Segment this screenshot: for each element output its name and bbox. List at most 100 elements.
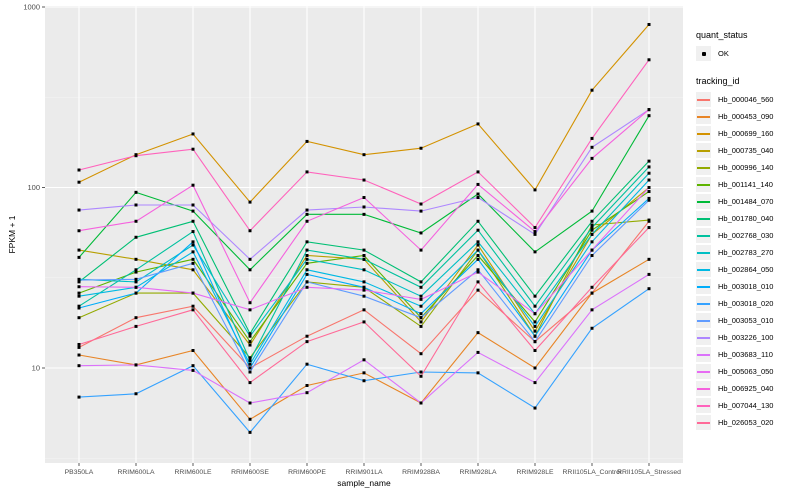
data-point	[77, 229, 81, 233]
legend-key-box	[696, 228, 711, 243]
data-point	[248, 430, 252, 434]
data-point	[590, 219, 594, 223]
data-point	[134, 270, 138, 274]
data-point	[476, 350, 480, 354]
data-point	[362, 257, 366, 261]
data-point	[590, 209, 594, 213]
data-point	[533, 406, 537, 410]
legend-item-Hb_001141_140: Hb_001141_140	[696, 176, 800, 193]
data-point	[647, 22, 651, 26]
x-axis-title: sample_name	[337, 478, 391, 488]
legend-line-swatch-icon	[697, 200, 710, 203]
data-point	[305, 362, 309, 366]
data-point	[476, 257, 480, 261]
legend-key-box	[696, 381, 711, 396]
data-point	[362, 358, 366, 362]
legend-key-box	[696, 245, 711, 260]
data-point	[419, 248, 423, 252]
data-point	[362, 196, 366, 200]
data-point	[134, 324, 138, 328]
legend-key-box	[696, 279, 711, 294]
data-point	[419, 285, 423, 289]
data-point	[305, 208, 309, 212]
data-point	[533, 324, 537, 328]
legend-item-label: Hb_002783_270	[718, 248, 774, 257]
data-point	[476, 243, 480, 247]
legend-item-label: Hb_003053_010	[718, 316, 774, 325]
data-point	[647, 226, 651, 230]
legend-item-label: Hb_000735_040	[718, 146, 774, 155]
legend-item-Hb_002768_030: Hb_002768_030	[696, 227, 800, 244]
legend-item-Hb_002783_270: Hb_002783_270	[696, 244, 800, 261]
data-point	[533, 230, 537, 234]
data-point	[590, 240, 594, 244]
data-point	[134, 154, 138, 158]
data-point	[362, 280, 366, 284]
data-point	[533, 320, 537, 324]
data-point	[134, 235, 138, 239]
data-point	[590, 226, 594, 230]
data-point	[647, 171, 651, 175]
data-point	[191, 291, 195, 295]
data-point	[362, 320, 366, 324]
legend-item-label: Hb_003018_020	[718, 299, 774, 308]
legend-item-label: Hb_000996_140	[718, 163, 774, 172]
data-point	[191, 304, 195, 308]
legend: quant_status OK tracking_id Hb_000046_56…	[696, 30, 800, 431]
legend-item-Hb_005063_050: Hb_005063_050	[696, 363, 800, 380]
data-point	[647, 165, 651, 169]
data-point	[305, 212, 309, 216]
data-point	[476, 192, 480, 196]
data-point	[77, 208, 81, 212]
data-point	[134, 277, 138, 281]
data-point	[533, 349, 537, 353]
legend-item-Hb_007044_130: Hb_007044_130	[696, 397, 800, 414]
data-point	[362, 268, 366, 272]
data-point	[362, 248, 366, 252]
x-tick-label: RRIM901LA	[345, 469, 382, 476]
data-point	[248, 370, 252, 374]
x-tick-label: RRIM928LA	[459, 469, 496, 476]
data-point	[248, 343, 252, 347]
data-point	[191, 243, 195, 247]
legend-line-swatch-icon	[697, 166, 710, 169]
x-tick-label: RRIM600LA	[117, 469, 154, 476]
data-point	[362, 379, 366, 383]
data-point	[533, 381, 537, 385]
data-point	[362, 254, 366, 258]
data-point	[533, 188, 537, 192]
data-point	[590, 88, 594, 92]
data-point	[419, 352, 423, 356]
legend-item-label: Hb_007044_130	[718, 401, 774, 410]
data-point	[248, 301, 252, 305]
x-tick-label: RRII105LA_Stressed	[617, 469, 681, 476]
legend-item-label: Hb_003683_110	[718, 350, 773, 359]
data-point	[476, 371, 480, 375]
data-point	[248, 334, 252, 338]
legend-key-box	[696, 46, 711, 61]
legend-item-label: Hb_000453_090	[718, 112, 774, 121]
data-point	[305, 391, 309, 395]
legend-item-label: Hb_005063_050	[718, 367, 774, 376]
data-point	[419, 374, 423, 378]
legend-item-Hb_001780_040: Hb_001780_040	[696, 210, 800, 227]
data-point	[248, 340, 252, 344]
data-point	[419, 202, 423, 206]
data-point	[647, 198, 651, 202]
data-point	[305, 257, 309, 261]
legend-key-box	[696, 92, 711, 107]
data-point	[248, 257, 252, 261]
legend-item-Hb_026053_020: Hb_026053_020	[696, 414, 800, 431]
data-point	[305, 280, 309, 284]
data-point	[248, 356, 252, 360]
data-point	[191, 364, 195, 368]
data-point	[590, 248, 594, 252]
data-point	[533, 329, 537, 333]
data-point	[590, 254, 594, 258]
data-point	[134, 316, 138, 320]
data-point	[77, 180, 81, 184]
data-point	[476, 280, 480, 284]
data-point	[419, 324, 423, 328]
data-point	[590, 308, 594, 312]
